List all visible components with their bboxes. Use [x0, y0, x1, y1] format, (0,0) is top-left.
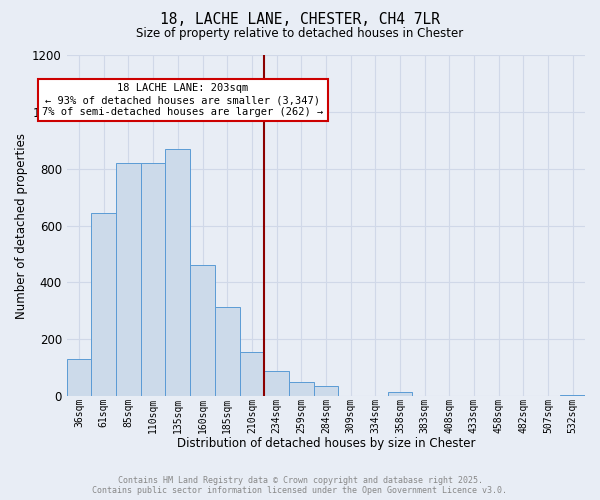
X-axis label: Distribution of detached houses by size in Chester: Distribution of detached houses by size … [176, 437, 475, 450]
Bar [314, 386, 338, 396]
Bar [67, 359, 91, 396]
Text: Size of property relative to detached houses in Chester: Size of property relative to detached ho… [136, 28, 464, 40]
Text: 18, LACHE LANE, CHESTER, CH4 7LR: 18, LACHE LANE, CHESTER, CH4 7LR [160, 12, 440, 28]
Bar [388, 392, 412, 396]
Text: Contains HM Land Registry data © Crown copyright and database right 2025.
Contai: Contains HM Land Registry data © Crown c… [92, 476, 508, 495]
Bar [166, 149, 190, 396]
Y-axis label: Number of detached properties: Number of detached properties [15, 132, 28, 318]
Bar [116, 163, 141, 396]
Bar [264, 370, 289, 396]
Bar [215, 306, 239, 396]
Bar [141, 163, 166, 396]
Bar [190, 266, 215, 396]
Bar [289, 382, 314, 396]
Bar [91, 213, 116, 396]
Text: 18 LACHE LANE: 203sqm
← 93% of detached houses are smaller (3,347)
7% of semi-de: 18 LACHE LANE: 203sqm ← 93% of detached … [42, 84, 323, 116]
Bar [239, 352, 264, 396]
Bar [560, 395, 585, 396]
